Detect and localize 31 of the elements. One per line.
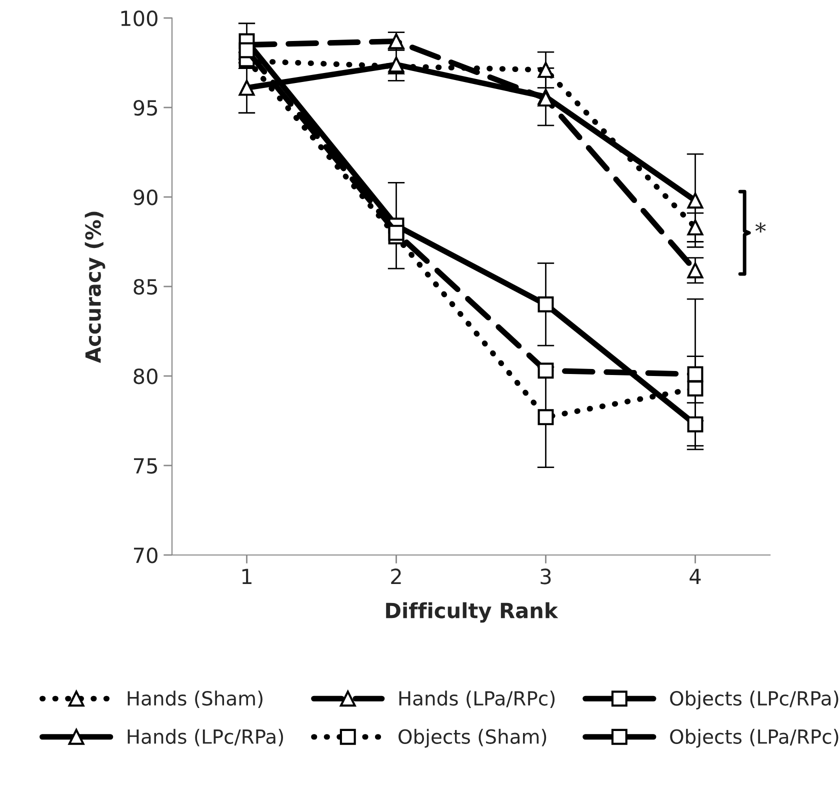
x-tick-label: 2 — [391, 568, 401, 584]
point — [388, 224, 404, 241]
point — [238, 80, 255, 96]
legend-label: Objects (LPa/RPc) — [670, 728, 838, 748]
x-tick-label: 1 — [242, 568, 252, 584]
legend-label: Hands (LPc/RPa) — [128, 728, 284, 746]
y-tick-label: 75 — [134, 458, 157, 474]
point — [687, 366, 704, 382]
y-tick-label: 100 — [121, 10, 158, 26]
point — [238, 42, 255, 58]
y-tick-label: 85 — [134, 278, 157, 295]
x-tick-label: 3 — [540, 568, 551, 584]
legend-label: Objects (Sham) — [398, 728, 546, 748]
y-tick-label: 90 — [134, 189, 158, 206]
y-axis-title: Accuracy (%) — [84, 212, 106, 363]
point — [538, 296, 554, 312]
point — [687, 380, 704, 397]
point — [687, 416, 704, 432]
point — [538, 362, 554, 379]
legend-label: Hands (Sham) — [128, 690, 262, 708]
y-tick-label: 70 — [134, 547, 158, 564]
annotation: * — [755, 222, 766, 233]
point — [538, 409, 554, 426]
point — [687, 262, 704, 278]
x-tick-label: 4 — [690, 568, 701, 584]
legend-label: Objects (LPc/RPa) — [670, 690, 838, 710]
y-tick-label: 80 — [134, 368, 158, 384]
y-tick-label: 95 — [134, 100, 157, 116]
x-axis-title: Difficulty Rank — [386, 602, 558, 623]
legend-label: Hands (LPa/RPc) — [399, 690, 555, 708]
point — [687, 192, 704, 209]
